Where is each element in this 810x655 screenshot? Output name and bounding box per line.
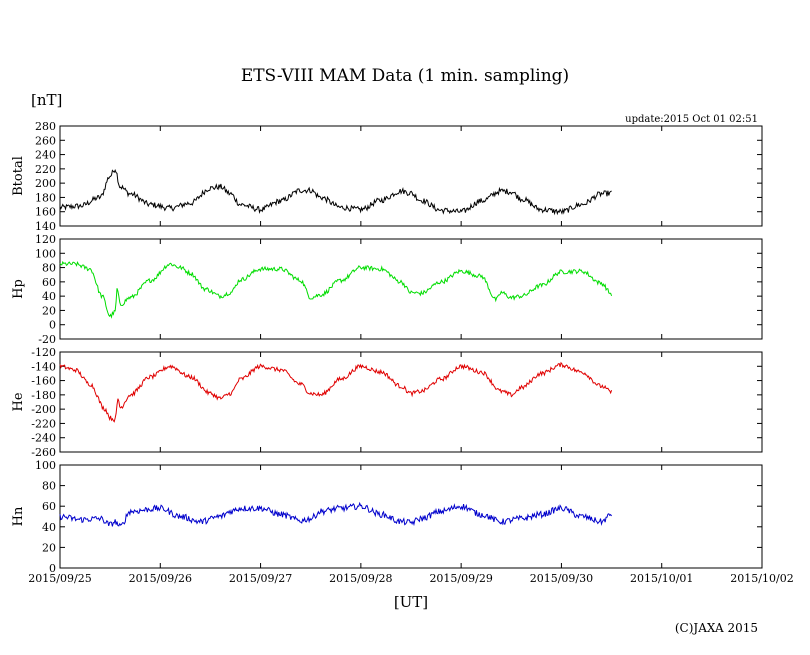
y-unit-label: [nT] <box>31 91 63 109</box>
x-tick-label: 2015/10/01 <box>630 572 693 585</box>
y-tick-label-hp: -20 <box>38 333 56 346</box>
x-tick-label: 2015/09/29 <box>429 572 492 585</box>
y-tick-label-hn: 60 <box>42 500 56 513</box>
y-tick-label-he: -120 <box>31 346 56 359</box>
y-tick-label-hp: 40 <box>42 290 56 303</box>
series-line-hp <box>59 260 613 319</box>
y-tick-label-btotal: 180 <box>35 191 56 204</box>
y-tick-label-btotal: 260 <box>35 134 56 147</box>
y-tick-label-hp: 20 <box>42 304 56 317</box>
y-tick-label-hp: 120 <box>35 233 56 246</box>
y-tick-label-hn: 20 <box>42 541 56 554</box>
y-tick-label-btotal: 280 <box>35 120 56 133</box>
y-tick-label-btotal: 200 <box>35 177 56 190</box>
y-tick-label-he: -160 <box>31 375 56 388</box>
y-tick-label-he: -180 <box>31 389 56 402</box>
x-tick-label: 2015/09/28 <box>329 572 392 585</box>
series-line-btotal <box>59 169 612 216</box>
panel-frame-hn <box>59 464 763 569</box>
y-tick-label-he: -140 <box>31 360 56 373</box>
update-timestamp: update:2015 Oct 01 02:51 <box>625 114 758 125</box>
x-tick-label: 2015/09/25 <box>28 572 91 585</box>
y-tick-label-btotal: 220 <box>35 163 56 176</box>
y-tick-label-hp: 0 <box>49 319 56 332</box>
y-tick-label-hp: 100 <box>35 247 56 260</box>
y-tick-label-btotal: 160 <box>35 206 56 219</box>
y-tick-label-hn: 100 <box>35 459 56 472</box>
y-tick-label-hp: 80 <box>42 262 56 275</box>
x-tick-label: 2015/10/02 <box>730 572 793 585</box>
x-axis-unit-label: [UT] <box>393 593 429 611</box>
y-tick-label-hp: 60 <box>42 276 56 289</box>
y-tick-label-btotal: 140 <box>35 220 56 233</box>
series-line-he <box>59 361 613 423</box>
x-tick-label: 2015/09/27 <box>229 572 292 585</box>
y-axis-label-hn: Hn <box>11 506 26 526</box>
y-tick-label-btotal: 240 <box>35 149 56 162</box>
x-tick-label: 2015/09/30 <box>530 572 593 585</box>
y-tick-label-hn: 40 <box>42 521 56 534</box>
y-axis-label-btotal: Btotal <box>11 156 26 196</box>
copyright: (C)JAXA 2015 <box>674 621 758 635</box>
x-tick-label: 2015/09/26 <box>129 572 192 585</box>
y-tick-label-he: -260 <box>31 446 56 459</box>
series-line-hn <box>59 501 612 527</box>
y-axis-label-he: He <box>11 392 26 411</box>
y-tick-label-hn: 80 <box>42 480 56 493</box>
y-tick-label-he: -240 <box>31 432 56 445</box>
y-tick-label-he: -200 <box>31 403 56 416</box>
chart-title: ETS-VIII MAM Data (1 min. sampling) <box>240 66 570 86</box>
panel-frame-he <box>59 351 763 453</box>
panel-frame-hp <box>59 238 763 340</box>
y-tick-label-hn: 0 <box>49 562 56 575</box>
y-tick-label-he: -220 <box>31 417 56 430</box>
y-axis-label-hp: Hp <box>11 279 26 299</box>
panel-frame-btotal <box>59 125 763 227</box>
